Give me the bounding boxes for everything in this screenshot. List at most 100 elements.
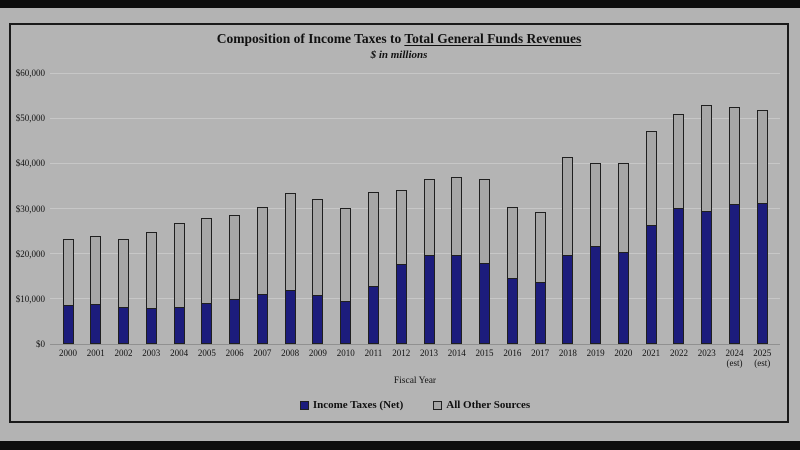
legend-item-all-other-sources: All Other Sources: [433, 399, 530, 411]
bar-income-taxes-2021: [645, 225, 657, 344]
bar-income-taxes-2015: [479, 262, 491, 344]
gridline: [50, 162, 780, 164]
y-axis-tick-label: $20,000: [15, 248, 45, 259]
x-axis-tick-label: 2007: [253, 348, 272, 358]
bar-all-other-sources-2016: [506, 207, 518, 279]
bar-income-taxes-2019: [590, 245, 602, 344]
bar-all-other-sources-2003: [145, 231, 157, 310]
bar-income-taxes-2008: [284, 289, 296, 344]
legend-item-income-taxes: Income Taxes (Net): [299, 399, 404, 411]
letterbox-top: [0, 0, 800, 8]
gridline: [50, 72, 780, 74]
bar-income-taxes-2025: [756, 203, 768, 344]
y-axis-tick-label: $40,000: [15, 158, 45, 169]
bar-income-taxes-2013: [423, 255, 435, 344]
bar-all-other-sources-2007: [256, 206, 268, 296]
legend-label-income-taxes: Income Taxes (Net): [312, 399, 404, 411]
bar-all-other-sources-2012: [395, 190, 407, 266]
bar-income-taxes-2023: [701, 210, 713, 344]
chart-title-prefix: Composition of Income Taxes to: [216, 31, 405, 46]
x-axis-tick-label: 2024 (est): [725, 348, 744, 368]
legend-label-all-other-sources: All Other Sources: [446, 399, 531, 411]
bar-income-taxes-2018: [562, 255, 574, 344]
plot-area: $0 $10,000 $20,000 $30,000 $40,000 $50,000 $60…: [11, 25, 787, 421]
bar-all-other-sources-2015: [479, 179, 491, 264]
x-axis-tick-label: 2008: [281, 348, 300, 358]
bar-all-other-sources-2014: [451, 177, 463, 256]
bar-all-other-sources-2019: [590, 162, 602, 247]
x-axis-tick-label: 2001: [86, 348, 105, 358]
y-axis-tick-label: $50,000: [15, 113, 45, 124]
bar-all-other-sources-2006: [229, 214, 241, 300]
x-axis-tick-label: 2018: [558, 348, 577, 358]
chart-title-underlined: Total General Funds Revenues: [404, 31, 582, 46]
bar-income-taxes-2001: [90, 303, 102, 344]
x-axis-tick-label: 2005: [197, 348, 216, 358]
x-axis-tick-label: 2023: [697, 348, 716, 358]
bar-all-other-sources-2024: [728, 107, 740, 205]
x-axis-tick-label: 2025 (est): [753, 348, 772, 368]
chart-frame: $0 $10,000 $20,000 $30,000 $40,000 $50,000 $60…: [9, 23, 789, 423]
y-axis-tick-label: $30,000: [15, 203, 45, 214]
bar-all-other-sources-2013: [423, 179, 435, 257]
bar-all-other-sources-2000: [62, 239, 74, 307]
x-axis-tick-label: 2003: [142, 348, 161, 358]
x-axis-tick-label: 2016: [503, 348, 522, 358]
x-axis-tick-label: 2009: [308, 348, 327, 358]
x-axis-tick-label: 2015: [475, 348, 494, 358]
bar-income-taxes-2002: [118, 306, 130, 344]
x-axis-tick-label: 2004: [170, 348, 189, 358]
bar-income-taxes-2006: [229, 298, 241, 344]
x-axis-tick-label: 2014: [447, 348, 466, 358]
gridline: [50, 208, 780, 209]
x-axis-tick-label: 2017: [531, 348, 550, 358]
y-axis-tick-label: $0: [36, 339, 45, 349]
bar-income-taxes-2004: [173, 307, 185, 344]
bar-all-other-sources-2011: [367, 192, 379, 287]
bar-all-other-sources-2010: [340, 208, 352, 302]
x-axis-tick-label: 2013: [420, 348, 438, 358]
bar-income-taxes-2005: [201, 303, 213, 344]
bar-income-taxes-2007: [256, 294, 268, 344]
bar-income-taxes-2024: [728, 203, 740, 344]
bar-income-taxes-2000: [62, 305, 74, 344]
bar-income-taxes-2011: [367, 285, 379, 344]
x-axis-tick-label: 2002: [114, 348, 133, 358]
gridline: [50, 298, 780, 300]
x-axis-tick-label: 2012: [392, 348, 411, 358]
x-axis-tick-label: 2010: [336, 348, 355, 358]
bar-income-taxes-2020: [617, 251, 629, 344]
bar-all-other-sources-2018: [562, 157, 574, 256]
y-axis-tick-label: $10,000: [15, 293, 45, 304]
chart-subtitle: $ in millions: [370, 49, 428, 61]
bar-all-other-sources-2008: [284, 192, 296, 291]
bar-all-other-sources-2025: [756, 109, 768, 205]
bar-income-taxes-2016: [506, 277, 518, 344]
gridline: [50, 117, 780, 119]
bar-income-taxes-2014: [451, 254, 463, 344]
bar-income-taxes-2012: [395, 264, 407, 344]
bar-income-taxes-2022: [673, 207, 685, 344]
bar-all-other-sources-2022: [673, 113, 685, 209]
x-axis-tick-label: 2019: [586, 348, 605, 358]
x-axis-tick-label: 2021: [642, 348, 661, 358]
all-other-sources-swatch-icon: [433, 400, 443, 410]
x-axis-tick-label: 2011: [364, 348, 383, 358]
gridline: [50, 253, 780, 255]
bar-income-taxes-2009: [312, 294, 324, 344]
x-axis-tick-label: 2020: [614, 348, 633, 358]
bar-all-other-sources-2002: [118, 238, 130, 308]
bar-income-taxes-2010: [340, 300, 352, 344]
x-axis-tick-label: 2000: [59, 348, 77, 358]
letterbox-bottom: [0, 441, 800, 450]
bar-all-other-sources-2005: [201, 217, 213, 305]
bar-income-taxes-2017: [534, 282, 546, 344]
x-axis-tick-label: 2022: [669, 348, 688, 358]
bar-income-taxes-2003: [145, 308, 157, 344]
x-axis-title: Fiscal Year: [393, 376, 437, 386]
bar-all-other-sources-2009: [312, 199, 324, 296]
bar-all-other-sources-2023: [701, 104, 713, 212]
bar-all-other-sources-2021: [645, 131, 657, 227]
gridline: [50, 343, 780, 345]
